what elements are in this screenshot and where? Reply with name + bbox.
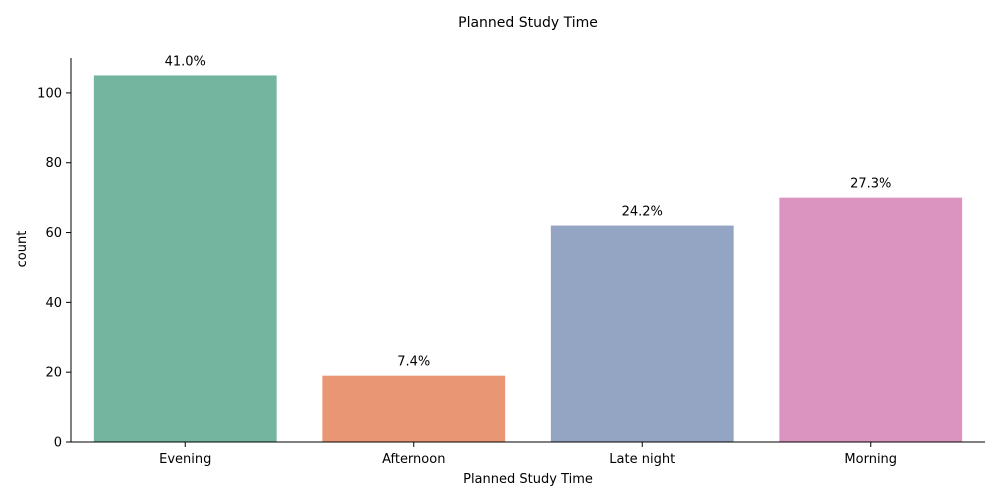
y-axis-label: count	[15, 231, 30, 268]
data-label: 24.2%	[622, 205, 663, 220]
x-axis: Evening Afternoon Late night Morning	[71, 441, 985, 467]
x-tick-label: Evening	[159, 452, 211, 467]
data-label: 41.0%	[165, 54, 206, 69]
y-tick-label: 20	[45, 366, 62, 381]
chart-title: Planned Study Time	[458, 15, 598, 31]
data-label: 27.3%	[850, 177, 891, 192]
x-axis-label: Planned Study Time	[463, 472, 593, 487]
bars-layer	[93, 75, 963, 442]
bar-late-night	[550, 225, 734, 442]
x-tick-label: Late night	[609, 452, 675, 467]
y-tick-label: 60	[45, 226, 62, 241]
y-axis: 0 20 40 60 80 100	[37, 58, 72, 451]
y-tick-label: 100	[37, 86, 62, 101]
bar-afternoon	[322, 375, 506, 442]
bar-morning	[779, 197, 963, 442]
y-tick-label: 0	[54, 436, 62, 451]
y-tick-label: 80	[45, 156, 62, 171]
data-label: 7.4%	[397, 355, 430, 370]
y-tick-label: 40	[45, 296, 62, 311]
x-tick-label: Afternoon	[382, 452, 445, 467]
x-tick-label: Morning	[844, 452, 897, 467]
bar-evening	[93, 75, 277, 442]
data-labels-layer: 41.0% 7.4% 24.2% 27.3%	[165, 54, 892, 369]
